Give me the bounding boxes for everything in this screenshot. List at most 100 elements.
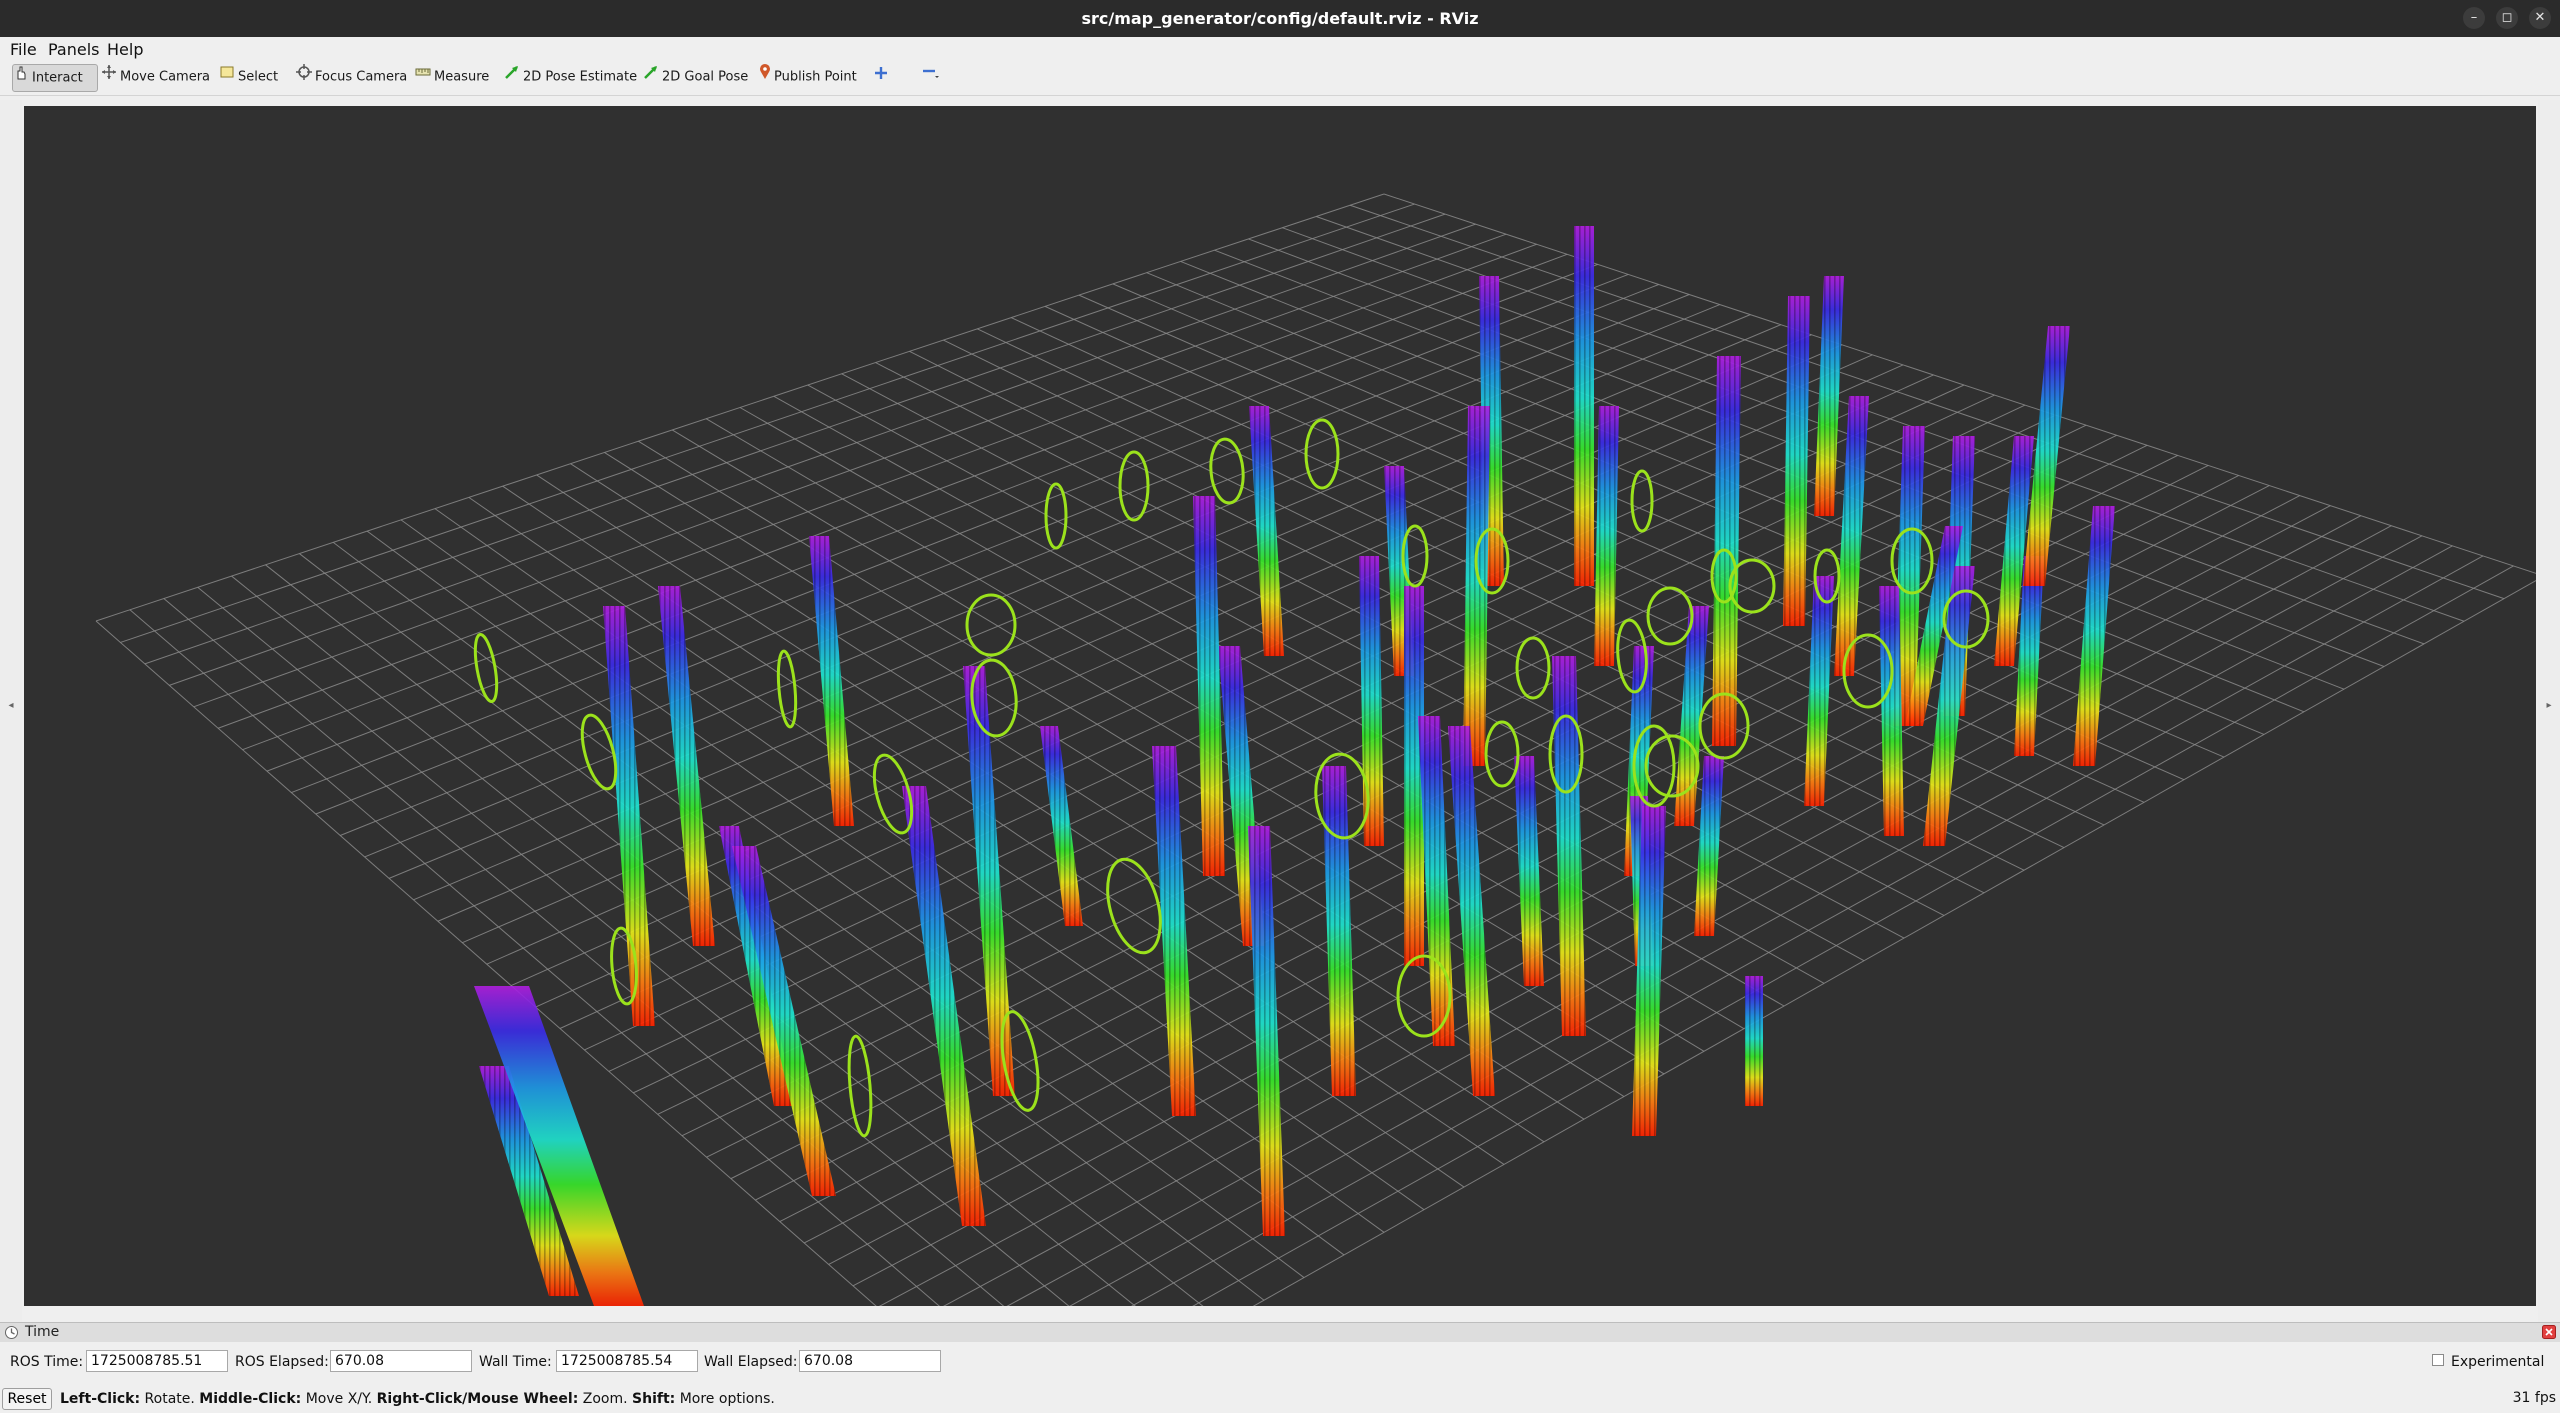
pillar-texture <box>1834 396 1869 676</box>
grid-line <box>584 394 1995 1051</box>
window-title-bar[interactable]: src/map_generator/config/default.rviz - … <box>0 0 2560 37</box>
focus-camera-icon <box>296 64 312 90</box>
pillar-texture <box>1994 436 2034 666</box>
minus-icon <box>922 64 940 90</box>
status-bar: Reset Left-Click: Rotate. Middle-Click: … <box>0 1384 2560 1413</box>
grid-line <box>1316 216 2465 622</box>
hint-text: Move X/Y. <box>301 1391 377 1407</box>
hint-text: More options. <box>675 1391 775 1407</box>
tool-label: Publish Point <box>774 69 857 85</box>
pillar-texture <box>719 826 794 1106</box>
ruler-icon <box>415 64 431 90</box>
tool-2d-pose-estimate[interactable]: 2D Pose Estimate <box>504 64 637 90</box>
pillar-texture <box>1359 556 1384 846</box>
reset-button[interactable]: Reset <box>2 1388 52 1410</box>
tool-publish-point[interactable]: Publish Point <box>759 64 857 90</box>
ring-obstacle <box>965 593 1017 657</box>
grid-line <box>1214 249 2345 690</box>
ring-obstacle <box>872 753 914 835</box>
pillar-texture <box>963 666 1015 1096</box>
pillar-texture <box>1745 976 1763 1106</box>
pillar-texture <box>2023 326 2070 586</box>
close-panel-button[interactable] <box>2542 1325 2556 1343</box>
pillar-texture <box>1448 726 1495 1096</box>
ring-obstacle <box>1000 1010 1040 1112</box>
tool-label: 2D Pose Estimate <box>523 69 638 85</box>
plus-icon <box>874 64 888 90</box>
pillar-texture <box>1249 406 1284 656</box>
ring-obstacle <box>473 632 499 704</box>
ros-time-field[interactable] <box>86 1350 228 1372</box>
pillar-texture <box>1923 566 1975 846</box>
menu-file[interactable]: File <box>10 40 37 59</box>
menu-panels[interactable]: Panels <box>48 40 100 59</box>
ring-obstacle <box>1728 558 1776 614</box>
pillar-texture <box>1514 756 1544 986</box>
tool-label: Move Camera <box>120 69 211 85</box>
ring-obstacle <box>1698 692 1750 760</box>
ring-obstacle <box>1644 734 1700 798</box>
pillar-texture <box>1594 406 1619 666</box>
hand-cursor-icon <box>13 65 29 91</box>
grid-line <box>1006 535 2423 1306</box>
hint-text: Rotate. <box>140 1391 200 1407</box>
grid-line <box>1180 260 2305 713</box>
ring-obstacle <box>1044 482 1068 550</box>
pillar-texture <box>1783 296 1810 626</box>
hint-text: Zoom. <box>578 1391 633 1407</box>
pillar-texture <box>1248 826 1285 1236</box>
grid-line <box>1131 555 2484 1306</box>
tool-move-camera[interactable]: Move Camera <box>101 64 210 90</box>
remove-tool-button[interactable] <box>922 64 943 90</box>
minimize-button[interactable]: – <box>2463 7 2485 29</box>
pillar-texture <box>1632 806 1666 1136</box>
pillar-texture <box>1322 766 1356 1096</box>
tool-interact[interactable]: Interact <box>12 64 98 92</box>
green-arrow-icon <box>504 64 520 90</box>
add-tool-button[interactable] <box>874 64 891 90</box>
pillar-texture <box>1804 576 1834 806</box>
close-button[interactable]: ✕ <box>2529 7 2551 29</box>
ring-obstacle <box>1118 450 1150 522</box>
hint-key: Shift: <box>632 1391 676 1407</box>
render-viewport[interactable] <box>24 106 2536 1306</box>
grid-line <box>1146 272 2265 735</box>
ros-elapsed-field[interactable] <box>330 1350 472 1372</box>
experimental-label: Experimental <box>2451 1354 2545 1370</box>
pillar-texture <box>1814 276 1844 516</box>
experimental-checkbox[interactable] <box>2432 1354 2444 1366</box>
ring-obstacle <box>580 713 618 791</box>
select-box-icon <box>219 64 235 90</box>
grid-line <box>807 384 1865 962</box>
grid-line <box>1112 283 2225 758</box>
grid-line <box>1252 579 2536 1306</box>
ring-obstacle <box>970 658 1018 738</box>
tool-label: 2D Goal Pose <box>662 69 749 85</box>
menu-help[interactable]: Help <box>107 40 144 59</box>
grid-line <box>1044 305 2145 803</box>
map-pin-icon <box>759 64 771 90</box>
left-dock-handle[interactable]: ◂ <box>0 100 22 1322</box>
grid-line <box>1349 204 2505 600</box>
maximize-button[interactable]: ◻ <box>2496 7 2518 29</box>
pillar-texture <box>902 786 986 1226</box>
wall-time-field[interactable] <box>556 1350 698 1372</box>
ring-obstacle <box>1942 589 1990 649</box>
pillar-texture <box>809 536 854 826</box>
pillar-texture <box>1552 656 1586 1036</box>
wall-elapsed-field[interactable] <box>799 1350 941 1372</box>
ring-obstacle <box>847 1034 873 1138</box>
tool-select[interactable]: Select <box>219 64 278 90</box>
pointcloud-pillar <box>474 986 644 1306</box>
menu-bar: File Panels Help <box>0 37 2560 61</box>
pillar-texture <box>1418 716 1455 1046</box>
ring-obstacle <box>1630 469 1654 533</box>
pillar-texture <box>2014 556 2044 756</box>
tool-focus-camera[interactable]: Focus Camera <box>296 64 407 90</box>
ring-obstacles <box>473 418 1990 1138</box>
tool-measure[interactable]: Measure <box>415 64 489 90</box>
tool-2d-goal-pose[interactable]: 2D Goal Pose <box>643 64 748 90</box>
ring-obstacle <box>1314 752 1370 840</box>
ring-obstacle <box>1548 714 1584 794</box>
right-dock-handle[interactable]: ▸ <box>2538 100 2560 1322</box>
